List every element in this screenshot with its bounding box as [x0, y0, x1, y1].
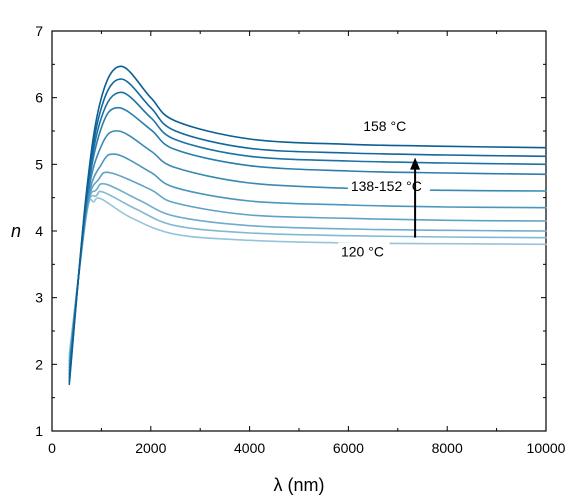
y-tick-label: 6: [35, 90, 43, 106]
trend-arrow-head: [410, 157, 421, 170]
y-tick-label: 3: [35, 290, 43, 306]
series-layer: [68, 65, 547, 386]
x-axis: 0 2000 4000 6000 8000 10000: [48, 31, 566, 456]
y-tick-label: 7: [35, 23, 43, 39]
series-annotation: 158 °C: [363, 118, 406, 134]
series-line: [68, 153, 547, 369]
x-axis-title: λ (nm): [274, 475, 325, 495]
series-line: [68, 65, 547, 386]
y-axis-title: n: [11, 221, 21, 241]
annotation-background: [347, 177, 430, 196]
y-tick-label: 2: [35, 356, 43, 372]
x-tick-label: 10000: [527, 440, 566, 456]
series-line: [68, 106, 547, 376]
y-tick-label: 1: [35, 423, 43, 439]
series-annotation: 120 °C: [341, 243, 384, 259]
x-tick-label: 4000: [234, 440, 265, 456]
x-tick-label: 0: [48, 440, 56, 456]
series-annotation: 138-152 °C: [351, 178, 422, 194]
x-tick-label: 6000: [333, 440, 364, 456]
y-tick-label: 4: [35, 223, 43, 239]
annotation-background: [360, 117, 412, 136]
annotation-layer: 158 °C 138-152 °C 120 °C: [337, 117, 430, 262]
x-tick-label: 2000: [135, 440, 166, 456]
x-tick-label: 8000: [432, 440, 463, 456]
series-line: [68, 182, 547, 362]
y-tick-label: 5: [35, 156, 43, 172]
series-line: [68, 190, 547, 359]
annotation-background: [337, 242, 390, 262]
